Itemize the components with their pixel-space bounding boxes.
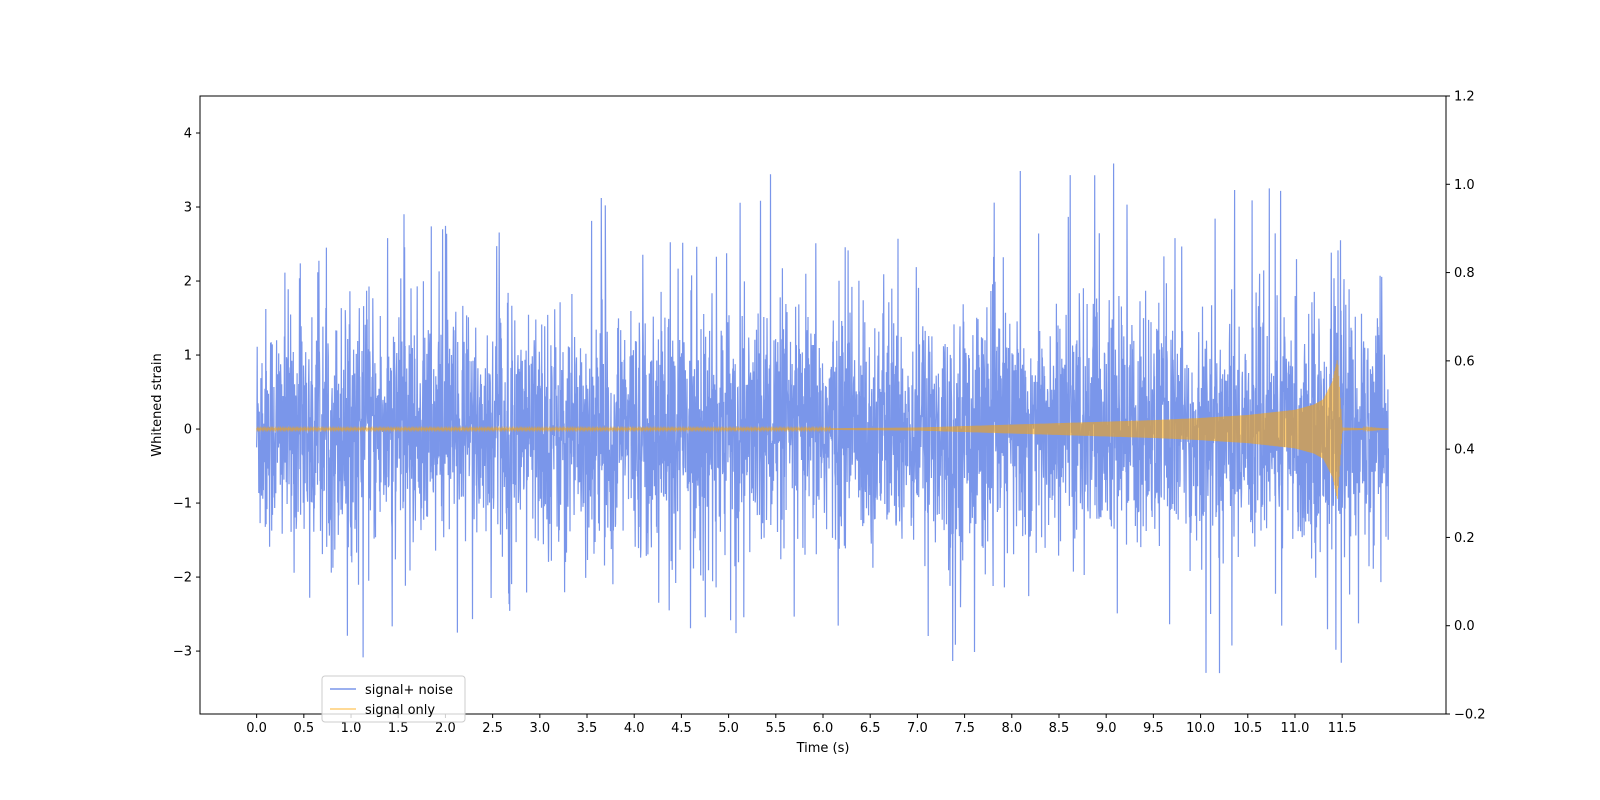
x-tick-label: 6.0 [813, 721, 834, 736]
legend-box [321, 675, 466, 723]
y2-tick-label: −0.2 [1454, 708, 1486, 723]
x-tick-label: 2.0 [435, 721, 456, 736]
y-tick-label: 2 [184, 275, 192, 290]
axes: 0.0 0.5 1.0 1.5 2.0 2.5 3.0 3.5 4.0 4.5 5.0 5.5 6.0 6… [150, 90, 1486, 757]
y-tick-label: −2 [173, 571, 192, 586]
series-signal-only [256, 360, 1389, 499]
y2-tick-label: 0.4 [1454, 443, 1475, 458]
y2-tick-label: 0.8 [1454, 266, 1475, 281]
legend-label: signal+ noise [365, 683, 453, 698]
x-tick-label: 1.5 [388, 721, 409, 736]
legend: signal+ noise signal only [321, 675, 466, 723]
y-axis-label: Whitened strain [150, 353, 165, 456]
x-tick-label: 0.5 [293, 721, 314, 736]
x-tick-label: 8.0 [1001, 721, 1022, 736]
x-tick-label: 10.5 [1233, 721, 1262, 736]
x-tick-label: 9.5 [1143, 721, 1164, 736]
x-tick-label: 11.5 [1328, 721, 1357, 736]
x-tick-label: 3.5 [577, 721, 598, 736]
x-tick-label: 3.0 [529, 721, 550, 736]
y-tick-label: 1 [184, 349, 192, 364]
signal-noise-line [256, 163, 1390, 674]
x-tick-label: 0.0 [246, 721, 267, 736]
y2-tick-label: 0.0 [1454, 619, 1475, 634]
y-tick-label: 3 [184, 201, 192, 216]
y-tick-label: −3 [173, 645, 192, 660]
x-tick-label: 7.5 [954, 721, 975, 736]
x-tick-label: 5.5 [765, 721, 786, 736]
x-tick-label: 8.5 [1049, 721, 1070, 736]
x-tick-label: 6.5 [860, 721, 881, 736]
y-tick-label: 4 [184, 127, 192, 142]
x-tick-label: 4.5 [671, 721, 692, 736]
y-tick-label: −1 [173, 497, 192, 512]
x-tick-label: 5.0 [718, 721, 739, 736]
x-tick-label: 1.0 [341, 721, 362, 736]
legend-label: signal only [365, 703, 435, 718]
x-tick-label: 9.0 [1096, 721, 1117, 736]
x-tick-label: 4.0 [624, 721, 645, 736]
x-tick-label: 7.0 [907, 721, 928, 736]
series-signal-noise [256, 163, 1390, 674]
y2-tick-label: 1.2 [1454, 90, 1475, 105]
x-tick-label: 10.0 [1186, 721, 1215, 736]
signal-only-line [256, 360, 1389, 499]
y2-tick-label: 0.6 [1454, 354, 1475, 369]
x-tick-label: 2.5 [482, 721, 503, 736]
y2-tick-label: 0.2 [1454, 531, 1475, 546]
y2-tick-label: 1.0 [1454, 178, 1475, 193]
x-tick-label: 11.0 [1280, 721, 1309, 736]
y-tick-label: 0 [184, 423, 192, 438]
x-axis-label: Time (s) [796, 741, 850, 756]
